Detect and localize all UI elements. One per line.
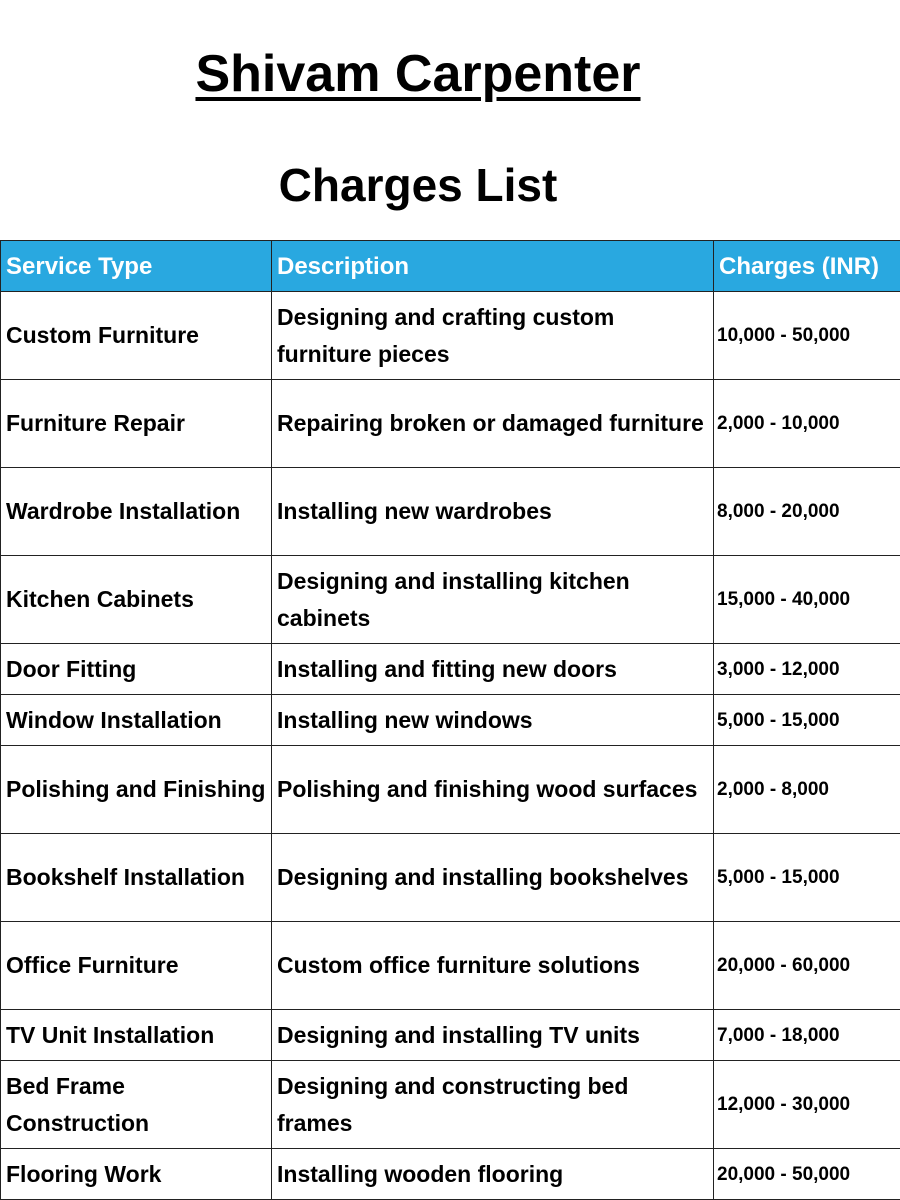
charges-cell: 3,000 - 12,000 <box>713 643 900 695</box>
charges-cell: 8,000 - 20,000 <box>713 467 900 556</box>
description-cell: Designing and crafting custom furniture … <box>271 291 714 380</box>
description-cell: Installing and fitting new doors <box>271 643 714 695</box>
description-cell: Repairing broken or damaged furniture <box>271 379 714 468</box>
charges-cell: 5,000 - 15,000 <box>713 694 900 746</box>
charges-cell: 2,000 - 10,000 <box>713 379 900 468</box>
service-cell: Custom Furniture <box>0 291 272 380</box>
description-cell: Designing and constructing bed frames <box>271 1060 714 1149</box>
service-cell: Window Installation <box>0 694 272 746</box>
description-cell: Designing and installing kitchen cabinet… <box>271 555 714 644</box>
charges-cell: 2,000 - 8,000 <box>713 745 900 834</box>
table-row: Window Installation Installing new window… <box>0 694 900 746</box>
table-row: Polishing and Finishing Polishing and fin… <box>0 745 900 834</box>
service-cell: Furniture Repair <box>0 379 272 468</box>
charges-table: Service Type Description Charges (INR) C… <box>0 240 900 1200</box>
table-row: Door Fitting Installing and fitting new d… <box>0 643 900 695</box>
service-cell: Polishing and Finishing <box>0 745 272 834</box>
page-title: Shivam Carpenter <box>195 45 641 103</box>
service-cell: Flooring Work <box>0 1148 272 1200</box>
table-row: TV Unit Installation Designing and instal… <box>0 1009 900 1061</box>
table-row: Kitchen Cabinets Designing and installing… <box>0 555 900 644</box>
header-service-type: Service Type <box>0 240 272 292</box>
charges-cell: 10,000 - 50,000 <box>713 291 900 380</box>
table-row: Office Furniture Custom office furniture … <box>0 921 900 1010</box>
table-row: Custom Furniture Designing and crafting c… <box>0 291 900 380</box>
table-row: Furniture Repair Repairing broken or dama… <box>0 379 900 468</box>
service-cell: TV Unit Installation <box>0 1009 272 1061</box>
description-cell: Installing new wardrobes <box>271 467 714 556</box>
charges-cell: 5,000 - 15,000 <box>713 833 900 922</box>
service-cell: Wardrobe Installation <box>0 467 272 556</box>
description-cell: Designing and installing TV units <box>271 1009 714 1061</box>
description-cell: Designing and installing bookshelves <box>271 833 714 922</box>
service-cell: Door Fitting <box>0 643 272 695</box>
charges-cell: 20,000 - 60,000 <box>713 921 900 1010</box>
description-cell: Custom office furniture solutions <box>271 921 714 1010</box>
charges-cell: 12,000 - 30,000 <box>713 1060 900 1149</box>
table-row: Wardrobe Installation Installing new ward… <box>0 467 900 556</box>
charges-cell: 7,000 - 18,000 <box>713 1009 900 1061</box>
table-header-row: Service Type Description Charges (INR) <box>0 240 900 292</box>
service-cell: Bookshelf Installation <box>0 833 272 922</box>
table-row: Bed Frame Construction Designing and cons… <box>0 1060 900 1149</box>
table-row: Bookshelf Installation Designing and inst… <box>0 833 900 922</box>
description-cell: Polishing and finishing wood surfaces <box>271 745 714 834</box>
description-cell: Installing new windows <box>271 694 714 746</box>
page-subtitle: Charges List <box>278 159 558 211</box>
service-cell: Bed Frame Construction <box>0 1060 272 1149</box>
service-cell: Office Furniture <box>0 921 272 1010</box>
table-row: Flooring Work Installing wooden flooring 2… <box>0 1148 900 1200</box>
header-charges: Charges (INR) <box>713 240 900 292</box>
charges-cell: 20,000 - 50,000 <box>713 1148 900 1200</box>
header-description: Description <box>271 240 714 292</box>
charges-cell: 15,000 - 40,000 <box>713 555 900 644</box>
service-cell: Kitchen Cabinets <box>0 555 272 644</box>
description-cell: Installing wooden flooring <box>271 1148 714 1200</box>
